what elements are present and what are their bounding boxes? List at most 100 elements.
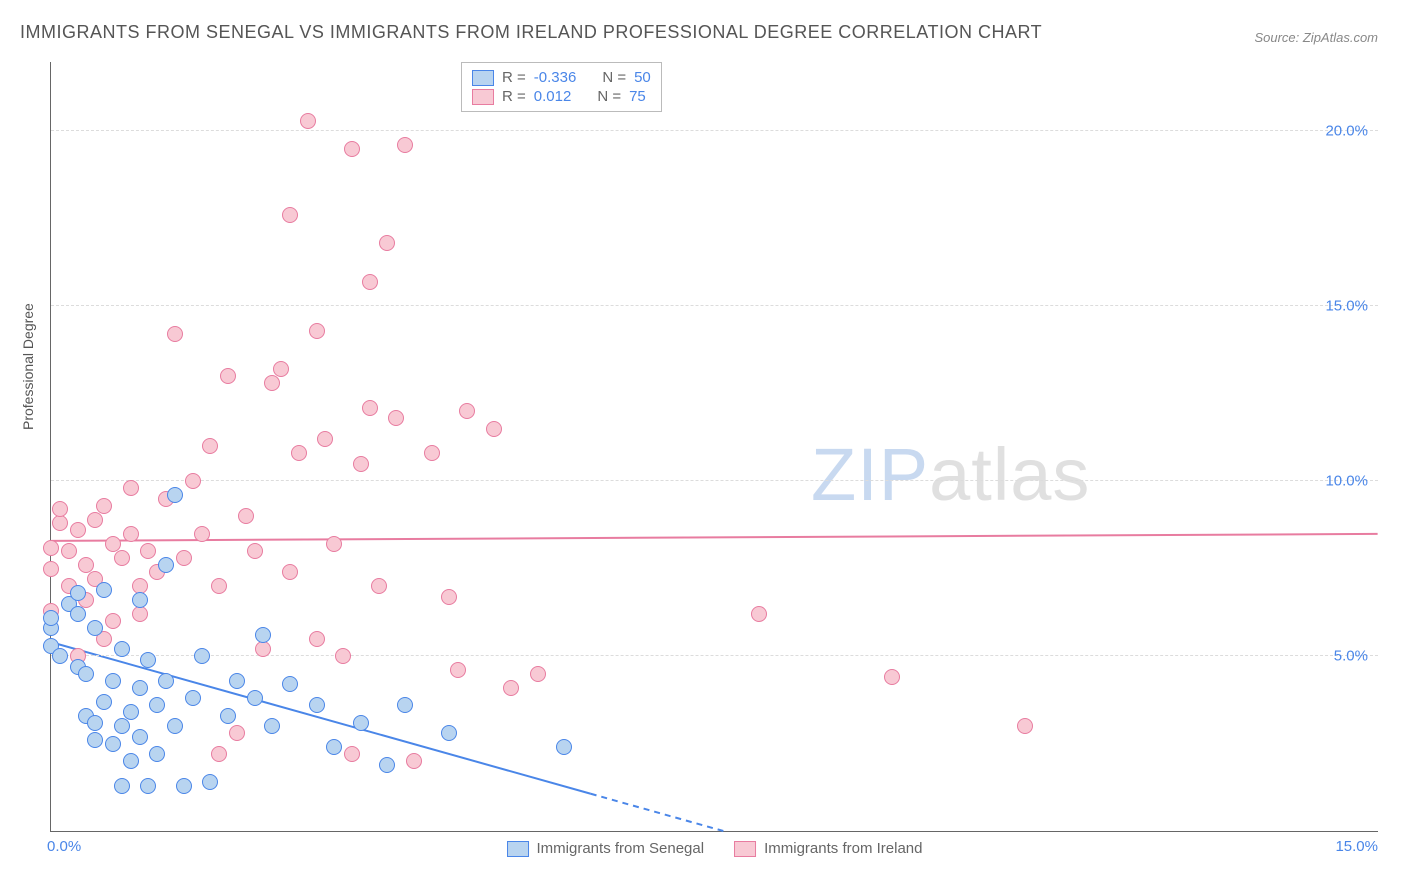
data-point-ireland: [459, 403, 475, 419]
data-point-ireland: [264, 375, 280, 391]
legend-item-ireland: Immigrants from Ireland: [734, 840, 922, 857]
data-point-ireland: [140, 543, 156, 559]
data-point-ireland: [291, 445, 307, 461]
data-point-ireland: [344, 141, 360, 157]
data-point-ireland: [379, 235, 395, 251]
data-point-senegal: [264, 718, 280, 734]
n-label: N =: [597, 88, 621, 105]
data-point-ireland: [114, 550, 130, 566]
y-axis-label: Professional Degree: [20, 303, 36, 430]
data-point-senegal: [123, 753, 139, 769]
data-point-senegal: [255, 627, 271, 643]
correlation-row-ireland: R = 0.012 N = 75: [472, 88, 651, 105]
r-label: R =: [502, 69, 526, 86]
swatch-senegal: [507, 841, 529, 857]
data-point-senegal: [247, 690, 263, 706]
data-point-ireland: [424, 445, 440, 461]
data-point-senegal: [132, 680, 148, 696]
data-point-ireland: [273, 361, 289, 377]
data-point-ireland: [176, 550, 192, 566]
data-point-ireland: [43, 561, 59, 577]
correlation-legend: R = -0.336 N = 50 R = 0.012 N = 75: [461, 62, 662, 112]
trend-line: [591, 794, 724, 831]
data-point-ireland: [87, 512, 103, 528]
data-point-senegal: [132, 592, 148, 608]
swatch-senegal: [472, 70, 494, 86]
data-point-senegal: [43, 610, 59, 626]
data-point-ireland: [309, 323, 325, 339]
data-point-senegal: [87, 715, 103, 731]
data-point-ireland: [486, 421, 502, 437]
data-point-ireland: [450, 662, 466, 678]
data-point-ireland: [61, 543, 77, 559]
gridline: [51, 655, 1378, 656]
data-point-senegal: [309, 697, 325, 713]
data-point-ireland: [52, 515, 68, 531]
data-point-senegal: [87, 732, 103, 748]
series-legend: Immigrants from Senegal Immigrants from …: [507, 840, 923, 857]
data-point-ireland: [353, 456, 369, 472]
data-point-senegal: [202, 774, 218, 790]
data-point-senegal: [123, 704, 139, 720]
data-point-senegal: [397, 697, 413, 713]
data-point-ireland: [282, 564, 298, 580]
data-point-ireland: [388, 410, 404, 426]
data-point-senegal: [114, 778, 130, 794]
y-tick-label: 15.0%: [1325, 298, 1368, 315]
data-point-ireland: [503, 680, 519, 696]
data-point-ireland: [202, 438, 218, 454]
n-label: N =: [602, 69, 626, 86]
gridline: [51, 305, 1378, 306]
data-point-ireland: [255, 641, 271, 657]
y-tick-label: 5.0%: [1334, 648, 1368, 665]
data-point-ireland: [52, 501, 68, 517]
data-point-senegal: [149, 697, 165, 713]
data-point-ireland: [220, 368, 236, 384]
data-point-senegal: [140, 652, 156, 668]
data-point-ireland: [397, 137, 413, 153]
x-tick-min: 0.0%: [47, 838, 81, 855]
data-point-senegal: [556, 739, 572, 755]
data-point-senegal: [185, 690, 201, 706]
data-point-senegal: [282, 676, 298, 692]
data-point-senegal: [220, 708, 236, 724]
r-value-ireland: 0.012: [534, 88, 572, 105]
n-value-ireland: 75: [629, 88, 646, 105]
data-point-senegal: [167, 487, 183, 503]
trend-line: [51, 534, 1377, 541]
data-point-senegal: [132, 729, 148, 745]
data-point-ireland: [309, 631, 325, 647]
trend-lines-layer: [51, 62, 1378, 831]
scatter-plot-area: ZIPatlas R = -0.336 N = 50 R = 0.012 N =…: [50, 62, 1378, 832]
data-point-ireland: [371, 578, 387, 594]
data-point-ireland: [362, 400, 378, 416]
data-point-ireland: [1017, 718, 1033, 734]
data-point-ireland: [167, 326, 183, 342]
data-point-ireland: [211, 746, 227, 762]
data-point-ireland: [96, 498, 112, 514]
swatch-ireland: [734, 841, 756, 857]
legend-label-senegal: Immigrants from Senegal: [537, 840, 705, 857]
data-point-ireland: [282, 207, 298, 223]
data-point-senegal: [229, 673, 245, 689]
data-point-senegal: [176, 778, 192, 794]
data-point-ireland: [326, 536, 342, 552]
swatch-ireland: [472, 89, 494, 105]
data-point-ireland: [194, 526, 210, 542]
data-point-ireland: [344, 746, 360, 762]
data-point-ireland: [229, 725, 245, 741]
data-point-ireland: [132, 606, 148, 622]
data-point-senegal: [52, 648, 68, 664]
data-point-ireland: [441, 589, 457, 605]
data-point-senegal: [114, 718, 130, 734]
data-point-senegal: [158, 673, 174, 689]
data-point-senegal: [114, 641, 130, 657]
source-attribution: Source: ZipAtlas.com: [1254, 30, 1378, 45]
data-point-senegal: [87, 620, 103, 636]
data-point-senegal: [194, 648, 210, 664]
n-value-senegal: 50: [634, 69, 651, 86]
data-point-ireland: [530, 666, 546, 682]
data-point-senegal: [379, 757, 395, 773]
data-point-senegal: [140, 778, 156, 794]
gridline: [51, 480, 1378, 481]
